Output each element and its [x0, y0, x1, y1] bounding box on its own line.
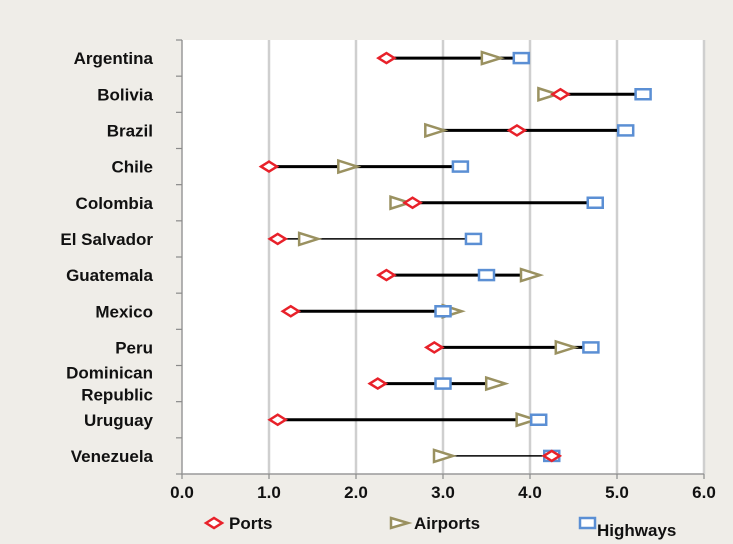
airports-marker: [389, 195, 414, 211]
airports-marker: [432, 448, 458, 464]
ports-marker: [280, 304, 302, 318]
category-label: El Salvador: [60, 230, 153, 249]
ports-marker: [541, 449, 563, 463]
highways-marker: [512, 51, 531, 65]
x-tick-label: 5.0: [605, 483, 629, 502]
category-label: Venezuela: [71, 447, 154, 466]
highways-marker: [634, 88, 652, 101]
legend-highways-marker: [578, 516, 597, 530]
range-lines: [269, 56, 644, 457]
highways-marker: [434, 305, 452, 318]
airports-marker: [480, 50, 506, 66]
category-label: Republic: [81, 386, 153, 405]
category-label: Colombia: [76, 194, 154, 213]
x-tick-label: 4.0: [518, 483, 542, 502]
legend-ports-marker: [203, 516, 225, 530]
highways-marker: [451, 160, 470, 173]
highways-marker: [582, 341, 600, 354]
airports-marker: [297, 231, 323, 247]
ports-marker: [258, 160, 280, 174]
highways-marker: [464, 232, 483, 246]
highways-marker: [616, 124, 635, 137]
airports-marker: [519, 267, 545, 283]
ports-marker: [402, 196, 423, 210]
x-tick-label: 6.0: [692, 483, 716, 502]
airports-marker: [537, 86, 562, 102]
legend-airports-label: Airports: [414, 514, 480, 533]
legend-airports-marker: [389, 516, 413, 530]
category-label: Mexico: [95, 302, 153, 321]
data-markers: [258, 50, 652, 464]
gridlines: [267, 40, 706, 474]
highways-marker: [529, 413, 548, 426]
category-label: Guatemala: [66, 266, 153, 285]
highways-marker: [434, 377, 452, 390]
ports-marker: [376, 51, 397, 65]
ports-marker: [376, 268, 397, 282]
highways-marker: [477, 268, 496, 282]
x-tick-label: 0.0: [170, 483, 194, 502]
airports-marker: [337, 158, 362, 175]
ports-marker: [267, 413, 289, 427]
airports-marker: [515, 412, 540, 428]
legend-ports-label: Ports: [229, 514, 272, 533]
category-label: Brazil: [107, 121, 153, 140]
x-tick-label: 1.0: [257, 483, 281, 502]
airports-marker: [484, 375, 510, 392]
x-tick-labels: 0.0 1.0 2.0 3.0 4.0 5.0 6.0: [170, 483, 716, 502]
category-label: Uruguay: [84, 411, 154, 430]
category-labels: Argentina Bolivia Brazil Chile Colombia El Sa…: [60, 49, 153, 466]
category-label: Peru: [115, 338, 153, 357]
airports-marker: [554, 339, 579, 356]
ports-marker: [550, 87, 571, 101]
category-label: Chile: [111, 158, 153, 177]
x-tick-label: 2.0: [344, 483, 368, 502]
ports-marker: [367, 377, 389, 391]
ports-marker: [423, 340, 445, 354]
highways-marker: [586, 196, 604, 209]
category-label: Bolivia: [97, 85, 153, 104]
airports-marker: [424, 122, 449, 139]
x-tick-label: 3.0: [431, 483, 455, 502]
legend: Ports Airports Highways: [203, 514, 676, 540]
legend-highways-label: Highways: [597, 521, 676, 540]
ports-marker: [267, 232, 289, 246]
axes: [176, 39, 705, 479]
ports-marker: [506, 123, 528, 137]
category-label: Argentina: [74, 49, 154, 68]
category-label: Dominican: [66, 364, 153, 383]
